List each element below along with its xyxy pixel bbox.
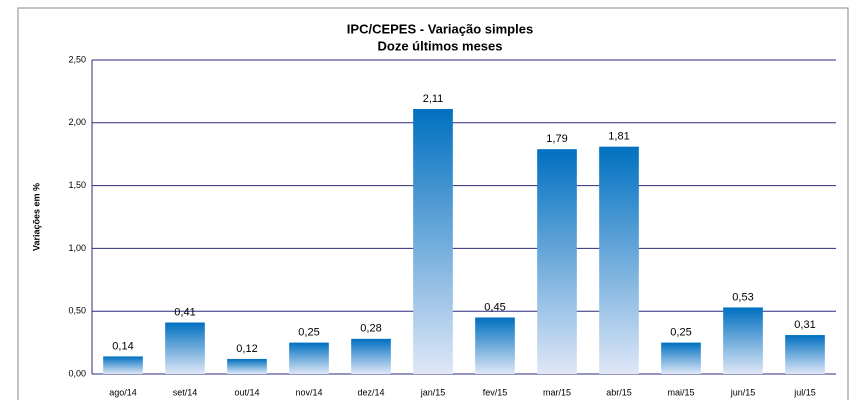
x-tick-label: nov/14 [295, 387, 322, 397]
bar [227, 358, 267, 374]
y-tick-label: 2,50 [68, 54, 86, 64]
data-label: 0,31 [794, 319, 815, 331]
data-label: 2,11 [423, 93, 444, 105]
x-tick-label: abr/15 [606, 387, 632, 397]
bar [785, 335, 825, 374]
y-tick-label: 0,00 [68, 368, 86, 378]
x-tick-label: dez/14 [357, 387, 384, 397]
x-tick-label: ago/14 [109, 387, 137, 397]
y-tick-label: 1,50 [68, 180, 86, 190]
bar [723, 307, 763, 374]
x-tick-label: mai/15 [667, 387, 694, 397]
bar [599, 146, 639, 374]
bar [351, 338, 391, 374]
data-label: 0,12 [236, 343, 257, 355]
data-label: 0,53 [732, 291, 753, 303]
bar [103, 356, 143, 374]
data-label: 0,25 [670, 327, 691, 339]
data-label: 0,45 [484, 301, 505, 313]
chart-border [17, 7, 849, 400]
y-axis-label: Variações em % [31, 183, 41, 251]
x-tick-label: jun/15 [730, 387, 756, 397]
x-tick-label: mar/15 [543, 387, 571, 397]
data-label: 0,14 [112, 340, 133, 352]
y-tick-label: 2,00 [68, 117, 86, 127]
x-tick-label: fev/15 [483, 387, 508, 397]
data-label: 1,79 [546, 133, 567, 145]
x-tick-label: jul/15 [793, 387, 816, 397]
data-label: 0,28 [360, 323, 381, 335]
data-label: 0,25 [298, 327, 319, 339]
x-tick-label: jan/15 [420, 387, 446, 397]
data-label: 0,41 [174, 306, 195, 318]
x-tick-label: out/14 [234, 387, 259, 397]
bar [413, 108, 453, 374]
y-tick-label: 1,00 [68, 243, 86, 253]
bar [475, 317, 515, 374]
bar [537, 149, 577, 374]
y-tick-label: 0,50 [68, 306, 86, 316]
bar [289, 342, 329, 374]
chart-subtitle: Doze últimos meses [378, 38, 503, 53]
bar [165, 322, 205, 374]
chart-title: IPC/CEPES - Variação simples [347, 21, 533, 36]
data-label: 1,81 [608, 131, 629, 143]
bar [661, 342, 701, 374]
x-tick-label: set/14 [173, 387, 198, 397]
